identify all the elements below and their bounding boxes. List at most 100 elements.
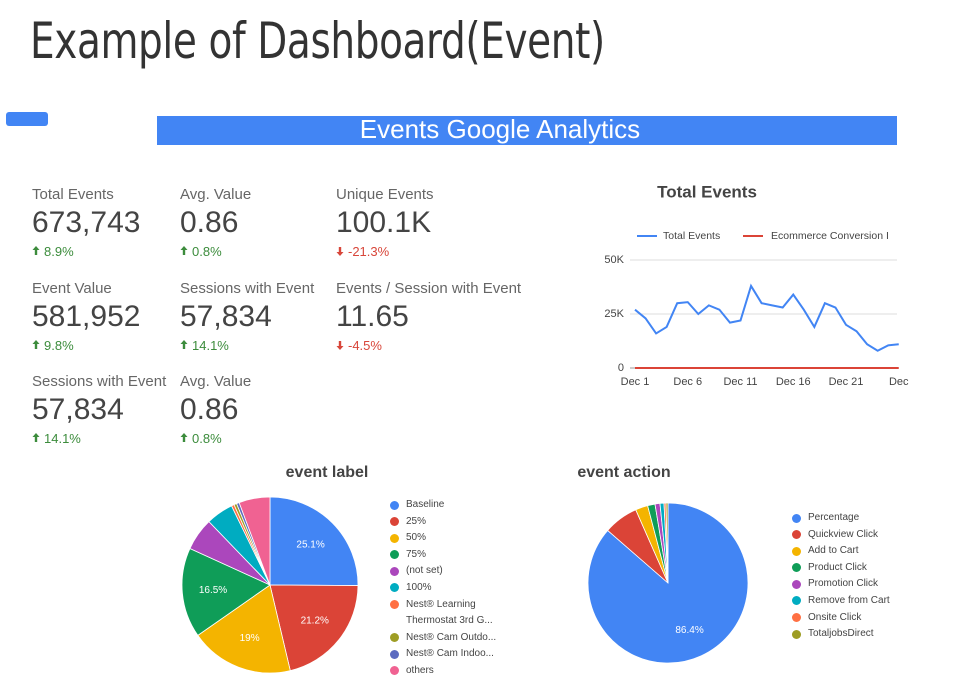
legend-label: Remove from Cart <box>808 594 890 606</box>
legend-item: Promotion Click <box>792 576 904 593</box>
slice-label: 21.2% <box>301 615 329 626</box>
chart-title: Total Events <box>657 182 757 201</box>
scorecard-label: Sessions with Event <box>32 373 167 390</box>
pie-slice <box>665 502 669 584</box>
arrow-up <box>32 340 40 349</box>
legend-item: Quickview Click <box>792 527 904 544</box>
legend-dot <box>390 517 399 527</box>
scorecard-change: 0.8% <box>192 431 222 446</box>
legend-dot <box>792 546 801 556</box>
y-tick-label: 25K <box>604 308 624 320</box>
legend-dot <box>792 596 801 606</box>
legend-label: Baseline <box>406 499 445 510</box>
legend-dot <box>390 649 399 659</box>
scorecard-label: Avg. Value <box>180 373 252 390</box>
legend-label: 100% <box>406 581 432 593</box>
legend-label: others <box>406 664 434 676</box>
scorecard-label: Events / Session with Event <box>336 280 522 297</box>
legend-label: Nest® Cam Indoo... <box>406 648 494 660</box>
legend-dot <box>390 500 399 510</box>
legend-dot <box>390 633 399 643</box>
scorecard-value: 11.65 <box>336 300 409 333</box>
x-tick-label: Dec 21 <box>829 376 864 388</box>
legend-label: Product Click <box>808 561 867 573</box>
banner <box>157 116 897 145</box>
chart-title: event action <box>577 464 670 481</box>
scorecard-value: 581,952 <box>32 300 141 333</box>
scorecard-value: 100.1K <box>336 206 432 239</box>
arrow-up <box>180 246 188 255</box>
chart-title: event label <box>286 464 369 481</box>
menu-tab[interactable] <box>6 112 48 126</box>
legend-dot <box>390 566 399 576</box>
legend-item: TotaljobsDirect <box>792 626 904 643</box>
legend-item: Add to Cart <box>792 543 904 560</box>
scorecard-label: Unique Events <box>336 186 434 203</box>
legend-label: (not set) <box>406 565 443 577</box>
legend-item: Nest® Cam Indoo... <box>390 646 502 663</box>
legend-item: 50% <box>390 530 502 547</box>
legend: Percentage Quickview Click Add to Cart Prod… <box>792 510 904 643</box>
scorecard-change: 0.8% <box>192 244 222 259</box>
legend-dot <box>792 563 801 573</box>
legend-label: 50% <box>406 532 427 544</box>
legend-item: Nest® Learning Thermostat 3rd G... <box>390 597 502 630</box>
scorecard-change: 14.1% <box>192 338 229 353</box>
arrow-up <box>32 246 40 255</box>
arrow-up <box>180 433 188 442</box>
legend-item: 25% <box>390 514 502 531</box>
scorecard-value: 673,743 <box>32 206 141 239</box>
legend-item: 75% <box>390 547 502 564</box>
legend-label: Nest® Cam Outdo... <box>406 631 497 643</box>
scorecard-change: 8.9% <box>44 244 74 259</box>
legend-item: Baseline <box>390 497 502 514</box>
x-tick-label: Dec 16 <box>776 376 811 388</box>
x-tick-label: Dec 11 <box>723 376 757 388</box>
scorecard-value: 57,834 <box>32 393 124 426</box>
legend-dot <box>792 613 801 623</box>
legend-item: others <box>390 663 502 680</box>
x-tick-label: Dec <box>889 376 909 388</box>
series-line <box>634 283 899 352</box>
legend-label: 75% <box>406 548 427 560</box>
scorecard-change: -4.5% <box>348 338 382 353</box>
legend-dot <box>390 600 399 610</box>
scorecard-value: 57,834 <box>180 300 272 333</box>
y-tick-label: 50K <box>604 254 624 266</box>
legend-item: Percentage <box>792 510 904 527</box>
scorecard-label: Avg. Value <box>180 186 252 203</box>
legend-item: 100% <box>390 580 502 597</box>
pie-slice <box>269 496 359 586</box>
legend-dot <box>390 583 399 593</box>
x-tick-label: Dec 1 <box>621 376 650 388</box>
legend-dot <box>792 579 801 589</box>
legend-dot <box>792 629 801 639</box>
arrow-down <box>336 247 344 256</box>
pie-slice <box>181 548 271 636</box>
legend-item: (not set) <box>390 563 502 580</box>
pie-slice <box>238 496 271 586</box>
scorecard-value: 0.86 <box>180 393 239 426</box>
legend-dot <box>390 533 399 543</box>
legend-dot <box>792 530 801 540</box>
legend-dot <box>390 550 399 560</box>
slice-label: 19% <box>240 633 260 644</box>
slice-label: 25.1% <box>296 539 324 550</box>
banner-text: Events Google Analytics <box>360 114 640 144</box>
legend-label: Total Events <box>663 230 720 242</box>
scorecard-value: 0.86 <box>180 206 239 239</box>
legend-label: Percentage <box>808 512 860 523</box>
y-tick-label: 0 <box>618 362 624 374</box>
scorecard-change: 9.8% <box>44 338 74 353</box>
legend-dot <box>792 513 801 523</box>
arrow-down <box>336 341 344 350</box>
legend-label: Promotion Click <box>808 578 879 590</box>
legend-label: TotaljobsDirect <box>808 628 874 640</box>
x-tick-label: Dec 6 <box>673 376 702 388</box>
legend-label: Add to Cart <box>808 545 859 557</box>
slice-label: 16.5% <box>199 585 227 596</box>
scorecard-label: Event Value <box>32 280 112 297</box>
legend-label: Ecommerce Conversion I <box>771 230 889 242</box>
